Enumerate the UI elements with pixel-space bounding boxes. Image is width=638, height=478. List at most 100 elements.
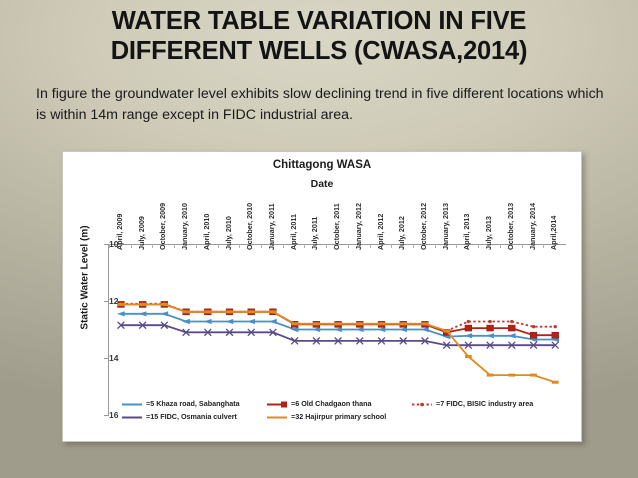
series-marker — [291, 322, 299, 326]
legend-item[interactable]: =32 Hajirpur primary school — [266, 412, 386, 421]
series-marker — [182, 318, 190, 325]
series-marker — [486, 341, 494, 350]
series-line — [117, 302, 559, 384]
series-marker — [203, 318, 212, 325]
title-line-1: WATER TABLE VARIATION IN FIVE — [111, 7, 527, 35]
series-marker — [334, 337, 342, 345]
chart-series-layer — [116, 301, 560, 384]
y-tick-mark — [104, 415, 109, 416]
y-tick-mark — [104, 358, 109, 359]
legend-item[interactable]: =15 FIDC, Osmania culvert — [121, 412, 237, 421]
series-marker — [486, 333, 494, 339]
series-marker — [312, 326, 321, 333]
series-marker — [442, 341, 451, 350]
series-marker — [399, 337, 408, 345]
series-marker — [139, 302, 147, 306]
series-marker — [486, 324, 494, 332]
x-tick-mark — [434, 244, 436, 248]
x-tick-mark — [217, 244, 219, 248]
series-marker — [464, 355, 472, 359]
series-marker — [510, 319, 514, 324]
x-tick-mark — [347, 244, 349, 248]
series-marker — [356, 322, 364, 326]
x-tick-mark — [239, 244, 241, 248]
legend-item[interactable]: =5 Khaza road, Sabanghata — [121, 399, 240, 408]
series-marker — [443, 329, 451, 333]
x-tick-mark — [152, 244, 154, 248]
x-tick-mark — [413, 244, 414, 248]
series-marker — [247, 328, 256, 337]
x-tick-mark — [369, 244, 371, 248]
series-marker — [553, 324, 557, 329]
legend-label: =7 FIDC, BISIC industry area — [436, 399, 534, 408]
series-marker — [399, 322, 407, 326]
legend-item[interactable]: =7 FIDC, BISIC industry area — [411, 399, 533, 408]
series-x — [117, 321, 560, 350]
series-marker — [226, 310, 233, 314]
x-tick-mark — [499, 244, 501, 248]
series-marker — [269, 328, 277, 337]
series-left-arrow — [116, 311, 560, 343]
series-marker — [355, 337, 364, 345]
legend-key-icon — [411, 400, 433, 408]
series-marker — [225, 328, 234, 337]
series-marker — [203, 328, 212, 337]
series-marker — [247, 310, 255, 314]
series-marker — [117, 321, 125, 330]
x-axis-line — [108, 244, 566, 245]
legend-key-icon — [121, 400, 143, 408]
series-marker — [290, 337, 299, 345]
series-marker — [160, 321, 169, 330]
series-marker — [138, 321, 147, 330]
series-marker — [312, 322, 320, 326]
series-marker — [116, 311, 125, 317]
series-marker — [488, 319, 492, 324]
series-marker — [160, 311, 169, 317]
legend-key-icon — [266, 400, 288, 408]
x-tick-mark — [456, 244, 458, 248]
series-marker — [529, 331, 538, 339]
chart-panel: Chittagong WASA Date Static Water Level … — [62, 151, 582, 442]
x-tick-mark — [304, 244, 306, 248]
y-tick-mark — [104, 244, 109, 245]
y-tick-mark — [104, 301, 109, 302]
x-tick-mark — [195, 244, 197, 248]
series-marker — [182, 328, 190, 337]
series-marker — [377, 326, 386, 333]
x-tick-mark — [282, 244, 284, 248]
series-marker — [377, 337, 386, 345]
legend-item[interactable]: =6 Old Chadgaon thana — [266, 399, 371, 408]
series-marker — [399, 326, 408, 333]
series-marker — [420, 326, 429, 333]
series-marker — [182, 310, 190, 314]
series-marker — [508, 324, 516, 332]
x-tick-mark — [478, 244, 480, 248]
series-marker — [378, 322, 385, 326]
series-marker — [464, 324, 473, 332]
series-marker — [334, 326, 342, 333]
series-marker — [421, 337, 429, 345]
legend-key-icon — [121, 413, 143, 421]
series-marker — [486, 373, 494, 377]
series-marker — [117, 302, 125, 306]
x-tick-mark — [521, 244, 523, 248]
x-tick-mark — [391, 244, 393, 248]
series-marker — [508, 373, 516, 377]
chart-title: Chittagong WASA — [272, 159, 372, 171]
x-tick-mark — [326, 244, 328, 248]
x-tick-mark — [543, 244, 545, 248]
series-marker — [334, 322, 342, 326]
series-marker — [529, 341, 538, 350]
series-marker — [551, 331, 559, 339]
chart-legend: =5 Khaza road, Sabanghata =15 FIDC, Osman… — [121, 399, 571, 433]
series-marker — [247, 318, 256, 325]
series-marker — [312, 337, 321, 345]
series-marker — [225, 318, 234, 325]
x-tick-mark — [130, 244, 132, 248]
series-marker — [268, 318, 277, 325]
series-marker — [466, 319, 471, 324]
series-marker — [530, 373, 537, 377]
series-marker — [531, 324, 536, 329]
legend-label: =32 Hajirpur primary school — [291, 412, 387, 421]
